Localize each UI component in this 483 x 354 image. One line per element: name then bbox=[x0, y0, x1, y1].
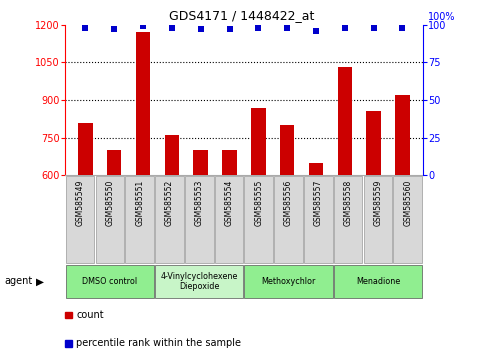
Bar bbox=[244, 265, 333, 298]
Bar bbox=[338, 67, 352, 175]
Point bbox=[255, 25, 262, 31]
Bar bbox=[155, 176, 184, 263]
Text: 4-Vinylcyclohexene
Diepoxide: 4-Vinylcyclohexene Diepoxide bbox=[160, 272, 238, 291]
Text: count: count bbox=[76, 310, 104, 320]
Text: GSM585558: GSM585558 bbox=[344, 180, 353, 226]
Point bbox=[341, 25, 349, 31]
Bar bbox=[136, 32, 150, 175]
Text: GSM585554: GSM585554 bbox=[225, 180, 233, 226]
Text: DMSO control: DMSO control bbox=[82, 277, 138, 286]
Point bbox=[398, 25, 406, 31]
Text: GSM585559: GSM585559 bbox=[373, 180, 383, 226]
Bar bbox=[367, 111, 381, 175]
Bar bbox=[107, 150, 121, 175]
Bar bbox=[309, 163, 323, 175]
Text: GSM585560: GSM585560 bbox=[403, 180, 412, 226]
Bar bbox=[334, 176, 362, 263]
Bar bbox=[165, 135, 179, 175]
Text: GSM585549: GSM585549 bbox=[76, 180, 85, 226]
Point bbox=[197, 27, 204, 32]
Text: GSM585557: GSM585557 bbox=[314, 180, 323, 226]
Bar bbox=[222, 150, 237, 175]
Point bbox=[226, 27, 233, 32]
Text: agent: agent bbox=[5, 276, 33, 286]
Text: GSM585552: GSM585552 bbox=[165, 180, 174, 226]
Text: GSM585555: GSM585555 bbox=[255, 180, 263, 226]
Bar bbox=[244, 176, 273, 263]
Bar bbox=[66, 265, 154, 298]
Bar bbox=[274, 176, 303, 263]
Bar bbox=[280, 125, 294, 175]
Point bbox=[312, 28, 320, 34]
Bar bbox=[126, 176, 154, 263]
Text: percentile rank within the sample: percentile rank within the sample bbox=[76, 338, 242, 348]
Bar bbox=[215, 176, 243, 263]
Text: GSM585551: GSM585551 bbox=[135, 180, 144, 226]
Bar bbox=[334, 265, 422, 298]
Point bbox=[168, 25, 176, 31]
Text: Menadione: Menadione bbox=[356, 277, 400, 286]
Point bbox=[370, 25, 378, 31]
Bar bbox=[395, 95, 410, 175]
Bar bbox=[66, 176, 94, 263]
Bar bbox=[78, 122, 93, 175]
Bar bbox=[185, 176, 213, 263]
Bar bbox=[251, 108, 266, 175]
Bar bbox=[364, 176, 392, 263]
Bar bbox=[155, 265, 243, 298]
Text: Methoxychlor: Methoxychlor bbox=[261, 277, 316, 286]
Point bbox=[139, 23, 147, 29]
Text: ▶: ▶ bbox=[36, 276, 43, 286]
Point bbox=[82, 25, 89, 31]
Text: GDS4171 / 1448422_at: GDS4171 / 1448422_at bbox=[169, 9, 314, 22]
Bar bbox=[394, 176, 422, 263]
Point bbox=[110, 27, 118, 32]
Bar bbox=[194, 150, 208, 175]
Text: GSM585553: GSM585553 bbox=[195, 180, 204, 226]
Text: 100%: 100% bbox=[428, 12, 455, 22]
Text: GSM585556: GSM585556 bbox=[284, 180, 293, 226]
Text: GSM585550: GSM585550 bbox=[105, 180, 114, 226]
Bar bbox=[304, 176, 333, 263]
Bar bbox=[96, 176, 124, 263]
Point bbox=[284, 25, 291, 31]
